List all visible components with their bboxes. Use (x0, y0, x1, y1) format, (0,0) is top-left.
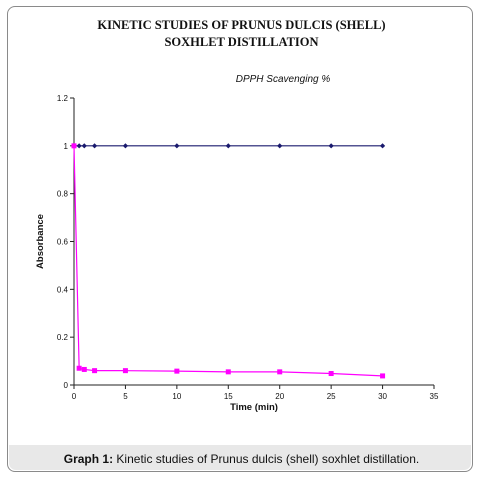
y-tick-label: 0.8 (57, 190, 69, 199)
x-tick-label: 25 (327, 392, 336, 401)
figure-caption: Graph 1: Kinetic studies of Prunus dulci… (0, 452, 483, 466)
series-1-point (328, 143, 334, 149)
series-1-point (277, 143, 283, 149)
series-1-point (91, 143, 98, 149)
series-2-point (380, 373, 386, 379)
y-tick-label: 0.4 (57, 285, 69, 294)
series-2-point (277, 369, 283, 375)
series-1-point (122, 143, 129, 149)
series-2-line (73, 145, 383, 377)
series-1-point (225, 143, 231, 149)
x-tick-label: 35 (430, 392, 439, 401)
figure-title-line2: SOXHLET DISTILLATION (164, 35, 319, 49)
series-2-point (76, 365, 82, 371)
y-tick-label: 1.2 (57, 94, 69, 103)
y-tick-label: 0.6 (57, 238, 69, 247)
caption-text: Kinetic studies of Prunus dulcis (shell)… (113, 452, 420, 466)
caption-bar (9, 445, 471, 470)
x-tick-label: 20 (275, 392, 284, 401)
y-axis-title: Absorbance (35, 214, 46, 269)
plot-area: 0 0.2 0.4 0.6 0.8 1 1.2 0 5 10 15 20 25 30 35 DPPH Scav… (35, 74, 439, 413)
series-1-point (81, 143, 87, 149)
y-tick-label: 0.2 (57, 333, 69, 342)
series-1-point (174, 143, 180, 149)
series-2-point (81, 366, 87, 372)
x-tick-label: 10 (172, 392, 181, 401)
series-1-point (379, 143, 386, 149)
x-tick-label: 30 (378, 392, 387, 401)
series-2-point (174, 368, 180, 374)
series-2-point (225, 369, 231, 375)
chart-title: DPPH Scavenging % (236, 74, 331, 85)
x-tick-label: 5 (123, 392, 128, 401)
figure-title-line1: KINETIC STUDIES OF PRUNUS DULCIS (SHELL) (97, 18, 386, 32)
y-tick-label: 1 (64, 142, 69, 151)
series-1-point (76, 143, 82, 149)
x-tick-label: 15 (224, 392, 233, 401)
x-tick-label: 0 (72, 392, 77, 401)
series-2-point (328, 371, 334, 377)
figure-frame (7, 6, 473, 472)
y-tick-label: 0 (64, 381, 69, 390)
x-axis-title: Time (min) (230, 402, 278, 413)
series-2-point (122, 368, 128, 374)
series-2-point (71, 143, 77, 149)
series-2-point (92, 368, 98, 374)
caption-label: Graph 1: (63, 452, 114, 466)
